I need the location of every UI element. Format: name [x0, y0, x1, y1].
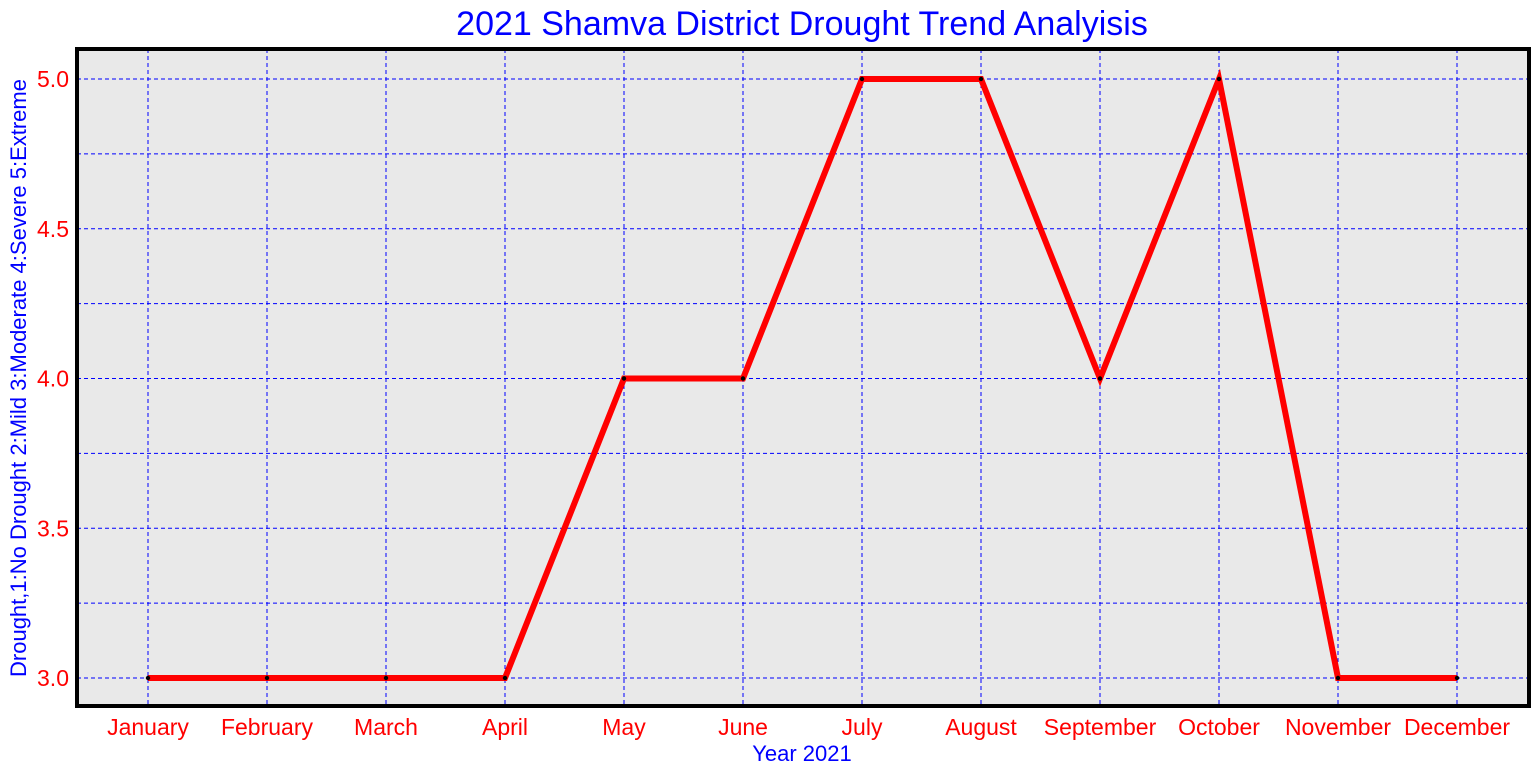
- y-tick-label: 4.0: [37, 366, 69, 392]
- data-point: [1335, 675, 1341, 681]
- data-point: [264, 675, 270, 681]
- x-tick-label: May: [602, 714, 646, 740]
- plot-frame: [75, 47, 1531, 708]
- series-line: [148, 68, 1457, 681]
- data-point: [145, 675, 151, 681]
- x-tick-label: October: [1178, 714, 1260, 740]
- data-point: [502, 675, 508, 681]
- x-tick-labels: January February March April May June July Augu…: [107, 714, 1510, 740]
- y-axis-label: Drought,1:No Drought 2:Mild 3:Moderate 4…: [6, 79, 31, 677]
- x-tick-label: February: [221, 714, 314, 740]
- x-tick-label: September: [1044, 714, 1157, 740]
- data-point: [1216, 76, 1222, 82]
- series-layer: [145, 68, 1460, 681]
- x-axis-label: Year 2021: [752, 741, 852, 766]
- x-tick-label: July: [842, 714, 883, 740]
- grid-lines: [77, 49, 1529, 706]
- plot-area: [77, 49, 1529, 706]
- data-point: [383, 675, 389, 681]
- data-point: [978, 76, 984, 82]
- x-tick-label: August: [945, 714, 1017, 740]
- y-tick-label: 4.5: [37, 216, 69, 242]
- y-tick-label: 5.0: [37, 66, 69, 92]
- data-point: [1454, 675, 1460, 681]
- x-tick-label: January: [107, 714, 189, 740]
- x-tick-label: March: [354, 714, 418, 740]
- data-point: [1097, 376, 1103, 381]
- y-tick-label: 3.5: [37, 515, 69, 541]
- data-point: [859, 76, 865, 82]
- x-tick-label: November: [1285, 714, 1391, 740]
- x-tick-label: December: [1404, 714, 1510, 740]
- chart-title: 2021 Shamva District Drought Trend Analy…: [456, 5, 1148, 43]
- data-point: [740, 376, 746, 381]
- x-tick-label: June: [718, 714, 768, 740]
- y-tick-labels: 3.0 3.5 4.0 4.5 5.0: [37, 66, 69, 691]
- y-tick-label: 3.0: [37, 665, 69, 691]
- data-point: [621, 376, 627, 381]
- x-tick-label: April: [482, 714, 528, 740]
